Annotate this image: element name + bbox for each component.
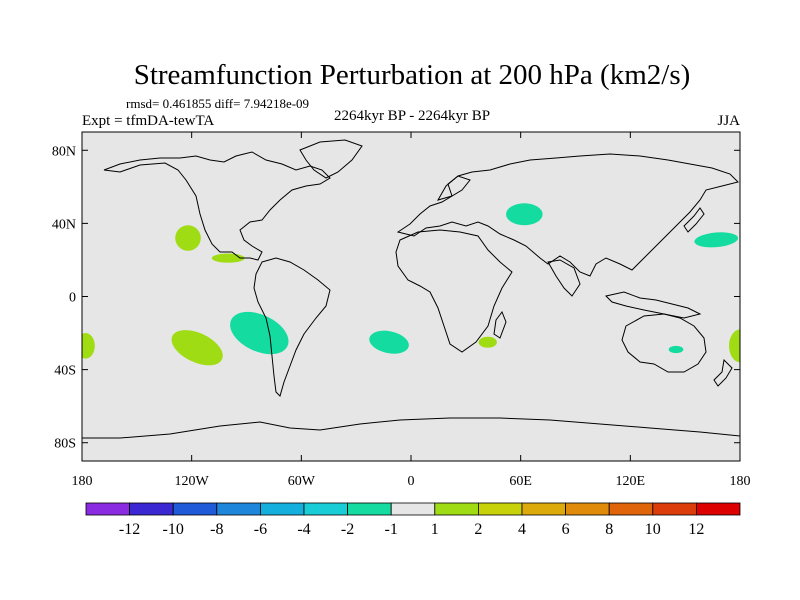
x-tick-label: 0 <box>408 474 415 489</box>
colorbar-swatch-11 <box>521 502 566 516</box>
colorbar-swatch-10 <box>477 502 523 516</box>
colorbar-label: -6 <box>254 521 267 538</box>
anomaly-patch-7 <box>478 336 497 348</box>
coastline-indonesia <box>605 291 702 319</box>
colorbar-swatch-3 <box>172 502 218 516</box>
coastlines <box>82 139 740 439</box>
coastline-antarctica <box>82 417 740 439</box>
coastline-scandinavia <box>436 175 471 201</box>
x-tick-label: 60W <box>288 474 316 489</box>
coastline-greenland <box>299 139 363 179</box>
coastline-australia <box>621 313 707 373</box>
stats-label: rmsd= 0.461855 diff= 7.94218e-09 <box>126 96 309 111</box>
colorbar-label: 4 <box>518 521 526 538</box>
colorbar-label: -8 <box>210 521 223 538</box>
time-range-label: 2264kyr BP - 2264kyr BP <box>334 108 490 124</box>
colorbar-swatch-5 <box>259 502 305 516</box>
colorbar-swatch-2 <box>129 502 174 516</box>
experiment-label: Expt = tfmDA-tewTA <box>82 113 214 129</box>
anomaly-patch-1 <box>175 225 201 251</box>
x-tick-label: 120W <box>175 474 210 489</box>
anomaly-patch-11 <box>729 329 740 363</box>
colorbar-label: -12 <box>119 521 140 538</box>
y-tick-label: 0 <box>69 291 76 306</box>
anomaly-patch-3 <box>82 333 95 359</box>
colorbar-swatch-4 <box>216 502 261 516</box>
axis-ticks: 180 120W 60W 0 60E 120E 180 80N 40N 0 40S 80S <box>52 132 751 489</box>
colorbar-label: -2 <box>341 521 354 538</box>
y-tick-label: 80S <box>54 437 76 452</box>
coastline-north-america <box>103 151 331 261</box>
colorbar-label: 6 <box>562 521 570 538</box>
colorbar-label: 10 <box>645 521 661 538</box>
coastline-south-america <box>253 257 331 397</box>
y-tick-label: 80N <box>52 144 76 159</box>
colorbar-swatch-7 <box>347 502 392 516</box>
colorbar-swatch-6 <box>303 502 348 516</box>
anomaly-patches <box>82 203 740 366</box>
colorbar-swatch-9 <box>434 502 479 516</box>
map-background <box>82 132 740 461</box>
anomaly-patch-6 <box>369 330 409 354</box>
anomaly-patch-9 <box>694 232 739 248</box>
colorbar-swatch-15 <box>696 502 741 516</box>
y-tick-label: 40N <box>52 217 76 232</box>
colorbar-swatch-1 <box>85 502 130 516</box>
colorbar-label: -10 <box>163 521 184 538</box>
coastline-india <box>547 259 581 297</box>
coastline-madagascar <box>493 310 507 339</box>
anomaly-patch-5 <box>230 311 289 355</box>
colorbar-swatch-13 <box>608 502 654 516</box>
colorbar-swatch-14 <box>652 502 697 516</box>
colorbar-label: 8 <box>605 521 613 538</box>
coastline-africa <box>395 229 513 353</box>
x-tick-label: 120E <box>616 474 646 489</box>
colorbar: -12 -10 -8 -6 -4 -2 -1 1 2 4 6 8 10 12 <box>85 502 741 538</box>
season-label: JJA <box>717 113 740 129</box>
colorbar-label: 1 <box>431 521 439 538</box>
chart-title: Streamfunction Perturbation at 200 hPa (… <box>134 59 691 91</box>
coastline-japan <box>683 207 705 233</box>
anomaly-patch-8 <box>506 203 543 226</box>
colorbar-label: -4 <box>297 521 310 538</box>
coastline-new-zealand <box>713 358 733 387</box>
colorbar-label: -1 <box>385 521 398 538</box>
x-tick-label: 180 <box>730 474 751 489</box>
coastline-eurasia <box>396 153 739 277</box>
x-tick-label: 180 <box>72 474 93 489</box>
anomaly-patch-10 <box>668 345 684 354</box>
anomaly-patch-4 <box>171 330 223 366</box>
colorbar-swatch-8 <box>390 502 436 516</box>
y-tick-label: 40S <box>54 364 76 379</box>
colorbar-label: 2 <box>474 521 482 538</box>
colorbar-label: 12 <box>688 521 704 538</box>
colorbar-swatch-12 <box>565 502 610 516</box>
x-tick-label: 60E <box>509 474 532 489</box>
